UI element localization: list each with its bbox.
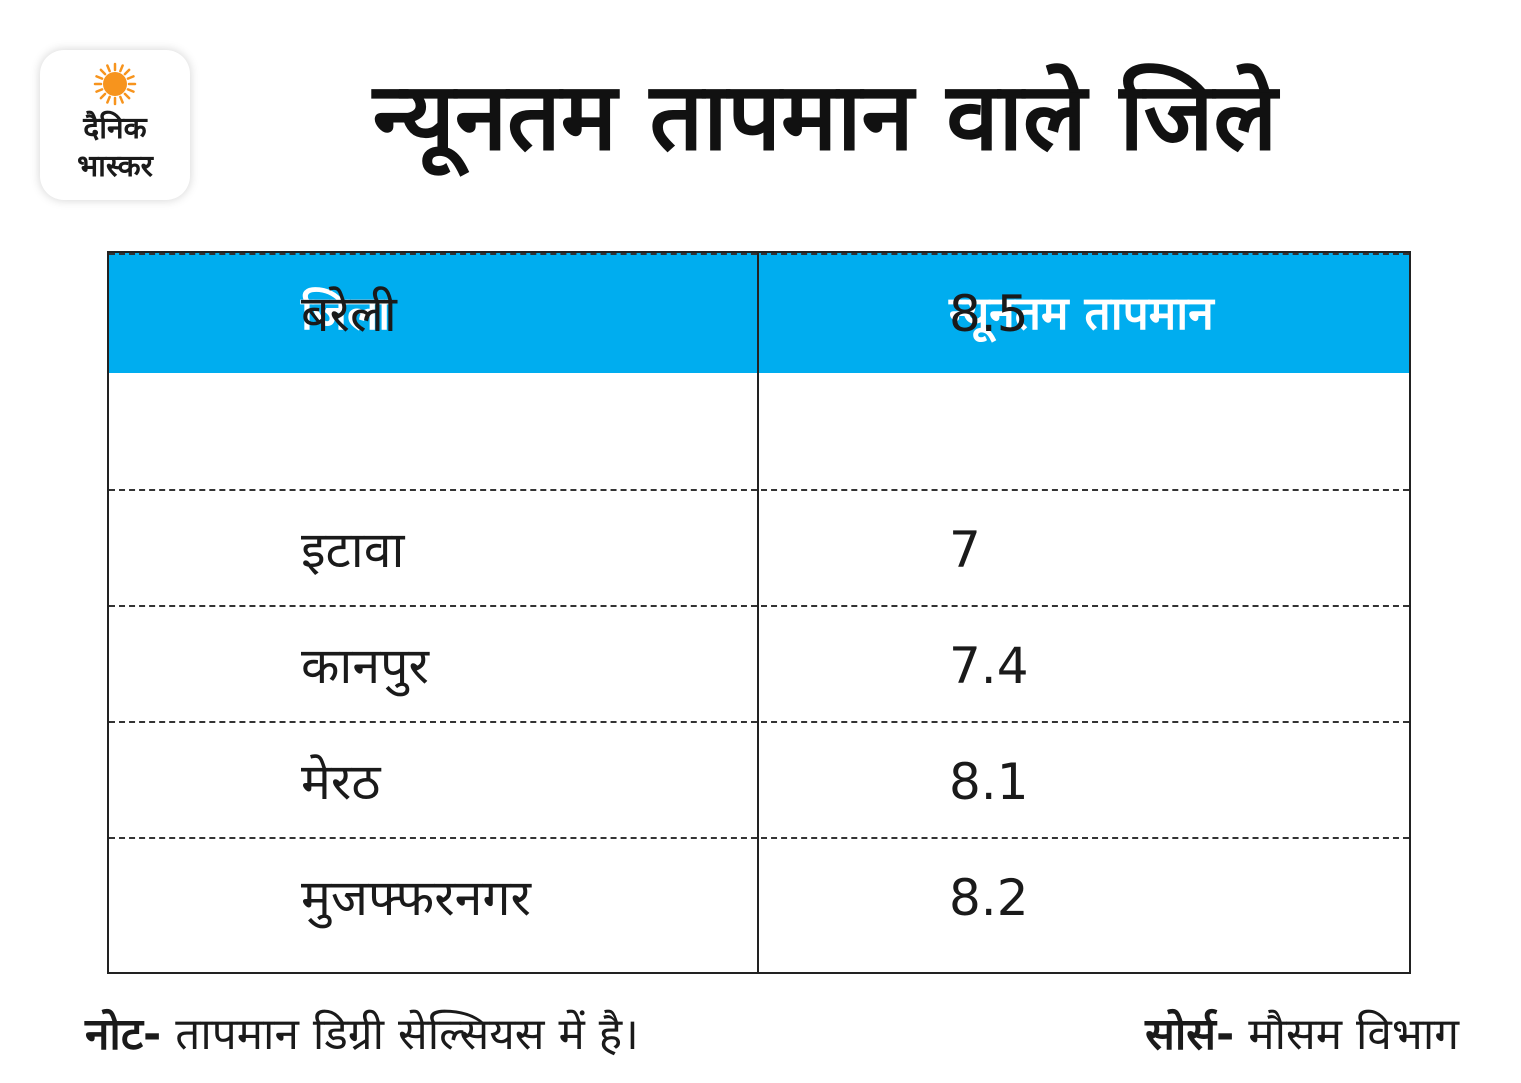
- dainik-bhaskar-logo: दैनिक भास्कर: [40, 50, 190, 200]
- sun-ray: [95, 75, 104, 80]
- table-header-row: जिला न्यूनतम तापमान: [109, 253, 1409, 373]
- min-temp-cell: 8.1: [949, 753, 1029, 811]
- temperature-table: जिला न्यूनतम तापमान इटावा 7 कानपुर 7.4 म…: [107, 251, 1411, 974]
- district-cell: बरेली: [301, 285, 397, 343]
- table-row: मुजफ्फरनगर 8.2: [109, 837, 1409, 953]
- sun-ray: [126, 88, 135, 93]
- sun-ray: [99, 68, 107, 76]
- district-cell: इटावा: [301, 521, 405, 579]
- district-cell: कानपुर: [301, 637, 429, 695]
- sun-ray: [106, 64, 111, 73]
- sun-ray: [123, 68, 131, 76]
- source-text: मौसम विभाग: [1248, 1009, 1459, 1060]
- page-title: न्यूनतम तापमान वाले जिले: [372, 63, 1278, 172]
- sun-ray: [123, 92, 131, 100]
- sun-ray: [99, 92, 107, 100]
- table-row: मेरठ 8.1: [109, 721, 1409, 837]
- source-label: सोर्स-: [1145, 1009, 1235, 1060]
- footer-note: नोट- तापमान डिग्री सेल्सियस में है।: [85, 1000, 639, 1070]
- district-cell: मुजफ्फरनगर: [301, 869, 531, 927]
- column-header-min-temp: न्यूनतम तापमान: [949, 286, 1214, 340]
- min-temp-cell: 8.5: [949, 285, 1029, 343]
- column-divider: [757, 253, 759, 972]
- min-temp-cell: 7: [949, 521, 981, 579]
- column-header-district: जिला: [301, 286, 391, 340]
- sun-icon: [93, 62, 137, 106]
- logo-text-line2: भास्कर: [77, 149, 153, 184]
- table-row: कानपुर 7.4: [109, 605, 1409, 721]
- sun-ray: [126, 75, 135, 80]
- logo-text-line1: दैनिक: [83, 111, 147, 146]
- note-text: तापमान डिग्री सेल्सियस में है।: [175, 1009, 639, 1060]
- footer-source: सोर्स- मौसम विभाग: [1145, 1000, 1459, 1070]
- table-row: बरेली 8.5: [109, 253, 1409, 369]
- sun-ray: [106, 95, 111, 104]
- sun-ray: [95, 88, 104, 93]
- table-row: इटावा 7: [109, 489, 1409, 605]
- min-temp-cell: 8.2: [949, 869, 1029, 927]
- sun-ray: [119, 64, 124, 73]
- district-cell: मेरठ: [301, 753, 381, 811]
- note-label: नोट-: [85, 1009, 162, 1060]
- sun-ray: [119, 95, 124, 104]
- min-temp-cell: 7.4: [949, 637, 1029, 695]
